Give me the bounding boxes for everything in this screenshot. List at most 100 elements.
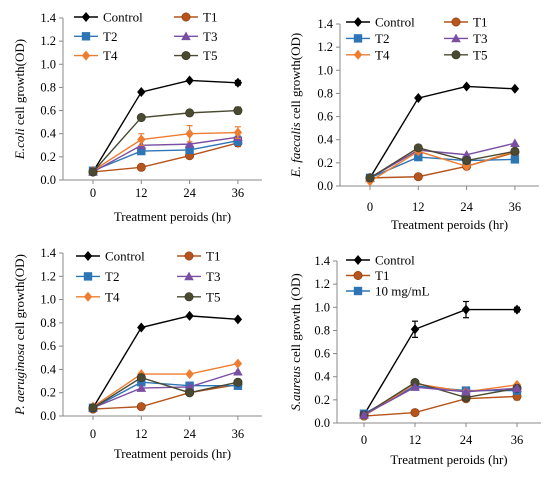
data-point xyxy=(414,152,423,162)
series-line xyxy=(92,381,238,409)
legend-marker xyxy=(83,251,93,261)
legend-entry: Control xyxy=(74,10,143,25)
y-tick-label: 0.8 xyxy=(40,80,56,94)
x-tick-label: 0 xyxy=(361,433,367,447)
data-point xyxy=(512,383,522,393)
legend-entry: T4 xyxy=(346,47,390,62)
data-point xyxy=(184,382,195,391)
data-point xyxy=(233,358,243,369)
x-tick-label: 36 xyxy=(232,427,245,441)
data-point xyxy=(88,167,98,177)
legend-entry: T5 xyxy=(174,48,217,63)
data-point xyxy=(414,93,423,104)
data-point xyxy=(461,304,471,315)
legend-entry: T4 xyxy=(74,48,118,63)
y-tick-label: 0.6 xyxy=(317,110,333,124)
x-tick-label: 12 xyxy=(135,427,148,441)
chart-panel-1: 0.0 0.2 0.4 0.6 0.8 1.0 1.2 1.4 0 12 24 36Treatment… xyxy=(12,10,262,224)
data-point xyxy=(137,87,146,98)
x-tick-label: 36 xyxy=(509,200,522,214)
legend-label: T4 xyxy=(105,289,120,304)
data-point xyxy=(410,408,420,418)
data-point xyxy=(137,134,146,145)
x-tick-label: 0 xyxy=(90,186,96,200)
legend-entry: T3 xyxy=(444,31,487,46)
y-tick-label: 0.0 xyxy=(40,409,56,423)
legend-entry: T2 xyxy=(346,31,389,46)
y-axis-title: E.coli cell growth(OD) xyxy=(12,39,27,160)
x-axis-title: Treatment peroids (hr) xyxy=(390,452,507,467)
data-point xyxy=(233,106,243,116)
legend-marker xyxy=(353,17,363,27)
series-line xyxy=(92,371,239,409)
y-tick-label: 1.0 xyxy=(40,57,56,71)
data-point xyxy=(137,322,146,333)
y-tick-label: 0.0 xyxy=(317,179,333,193)
y-axis-title-species: E. faecalis xyxy=(288,122,303,178)
y-tick-label: 0.4 xyxy=(314,370,330,384)
series-line xyxy=(363,382,518,417)
data-point xyxy=(413,143,423,153)
data-point xyxy=(185,369,194,380)
data-point xyxy=(136,383,147,392)
x-axis-title: Treatment peroids (hr) xyxy=(391,217,508,232)
legend-marker xyxy=(451,50,461,60)
data-point xyxy=(233,366,243,376)
legend-marker xyxy=(353,34,363,43)
x-tick-label: 24 xyxy=(460,433,473,447)
legend-label: Control xyxy=(375,253,415,268)
data-point xyxy=(461,149,472,159)
x-tick-label: 12 xyxy=(412,200,425,214)
series-line xyxy=(369,150,516,182)
legend-marker xyxy=(451,17,461,27)
data-point xyxy=(359,410,369,419)
series-line xyxy=(363,386,518,416)
legend-marker xyxy=(451,33,461,43)
legend-entry: T4 xyxy=(76,289,120,304)
y-axis-title-rest: cell growth (OD) xyxy=(288,273,303,366)
data-point xyxy=(136,402,146,412)
legend-entry: T1 xyxy=(177,249,220,264)
data-point xyxy=(136,373,146,383)
legend-label: Control xyxy=(375,15,415,30)
data-point xyxy=(233,377,243,387)
data-point xyxy=(185,128,194,139)
data-point xyxy=(137,146,146,156)
legend-label: Control xyxy=(105,249,145,264)
y-axis-title: E. faecalis cell growth(OD) xyxy=(288,33,303,178)
series-line xyxy=(92,79,238,173)
y-axis-title-rest: cell growth(OD) xyxy=(12,39,27,129)
y-tick-label: 0.2 xyxy=(40,150,56,164)
data-point xyxy=(410,382,420,391)
y-tick-label: 0.0 xyxy=(314,416,330,430)
legend-marker xyxy=(83,272,93,281)
y-tick-label: 0.2 xyxy=(317,156,333,170)
legend-entry: Control xyxy=(346,253,415,268)
y-tick-label: 1.2 xyxy=(40,34,56,48)
legend-marker xyxy=(353,286,363,296)
legend-marker xyxy=(353,49,363,60)
series-line xyxy=(92,315,238,409)
x-tick-label: 36 xyxy=(511,433,524,447)
legend-label: T1 xyxy=(375,268,389,283)
legend-marker xyxy=(181,51,191,61)
chart-panel-2: 0.0 0.2 0.4 0.6 0.8 1.0 1.2 1.4 0 12 24 36Treatment… xyxy=(288,15,539,232)
series-line xyxy=(363,308,517,416)
legend-entry: T3 xyxy=(177,269,220,284)
data-point xyxy=(185,75,194,86)
legend-entry: T1 xyxy=(444,15,487,30)
y-tick-label: 0.4 xyxy=(317,133,333,147)
legend-entry: Control xyxy=(76,249,145,264)
x-tick-label: 24 xyxy=(460,200,473,214)
series-line xyxy=(92,142,239,173)
y-tick-label: 1.4 xyxy=(40,11,56,25)
y-tick-label: 0.0 xyxy=(40,173,56,187)
y-tick-label: 0.8 xyxy=(314,323,330,337)
data-point xyxy=(413,172,423,182)
y-tick-label: 1.0 xyxy=(40,293,56,307)
y-tick-label: 1.0 xyxy=(317,63,333,77)
legend-marker xyxy=(81,50,91,61)
legend-label: T1 xyxy=(473,15,487,30)
data-point xyxy=(510,155,520,164)
legend-label: T1 xyxy=(206,249,220,264)
